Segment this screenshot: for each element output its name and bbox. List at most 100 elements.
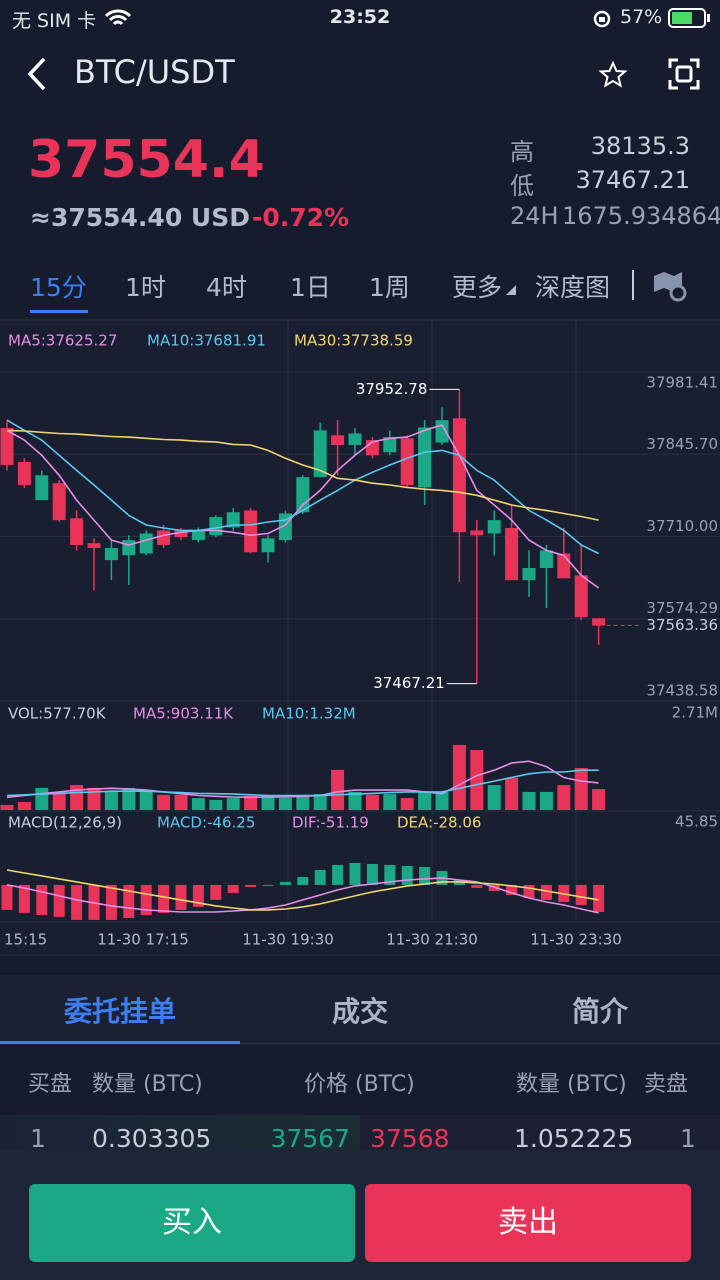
price-change: -0.72%: [252, 203, 350, 232]
kline-chart: 37981.41 37845.70 37710.00 37574.29 37438.58…: [0, 318, 720, 956]
volume-bar: [383, 794, 397, 810]
low-annotation: 37467.21: [373, 674, 445, 692]
settings-icon[interactable]: [652, 268, 688, 302]
y-tick-label: 37981.41: [646, 374, 718, 392]
ask-qty-header: 数量 (BTC): [516, 1072, 627, 1097]
time-label: 11-30 17:15: [97, 931, 189, 949]
scan-button[interactable]: [668, 58, 700, 90]
buy-button[interactable]: 买入: [29, 1184, 355, 1262]
intro-tab[interactable]: 简介: [571, 995, 628, 1028]
dea-line: [6, 869, 599, 911]
ma-line: [6, 429, 599, 521]
macd-legend: MACD:-46.25: [157, 814, 255, 832]
macd-bar: [523, 884, 535, 898]
macd-bar: [540, 884, 552, 900]
volume-bar: [365, 794, 379, 810]
trades-tab[interactable]: 成交: [331, 995, 388, 1028]
volume-value: 1675.934864: [562, 202, 720, 230]
volume-bar: [331, 769, 345, 810]
ask-header: 卖盘: [644, 1072, 689, 1097]
candle-body: [452, 418, 466, 533]
y-tick-label: 37438.58: [646, 682, 718, 700]
carrier: 无 SIM 卡: [12, 10, 97, 32]
macd-bar: [175, 884, 187, 910]
current-price-label: 37563.36: [646, 616, 718, 634]
candle-body: [0, 428, 14, 465]
macd-legend: DIF:-51.19: [292, 814, 369, 832]
depth-tab[interactable]: 深度图: [535, 273, 611, 302]
volume-bar: [70, 785, 84, 810]
orders-tab[interactable]: 委托挂单: [63, 995, 176, 1028]
sell-button[interactable]: 卖出: [365, 1184, 691, 1262]
period-tab[interactable]: 1时: [125, 273, 166, 302]
macd-legend: DEA:-28.06: [397, 814, 481, 832]
macd-bar: [488, 884, 500, 891]
macd-bar: [105, 884, 117, 920]
volume-bar: [418, 791, 432, 810]
candle-body: [574, 575, 588, 618]
candle-body: [226, 512, 240, 528]
bid-header: 买盘: [28, 1072, 73, 1097]
favorite-button[interactable]: [598, 60, 628, 90]
low-label: 低: [510, 172, 534, 200]
volume-bar: [35, 787, 49, 810]
macd-bar: [349, 862, 361, 885]
candle-body: [35, 475, 49, 501]
period-tab[interactable]: 15分: [30, 273, 87, 302]
bid-qty: 0.303305: [92, 1124, 212, 1153]
macd-bar: [158, 884, 170, 913]
volume-bar: [539, 791, 553, 810]
wifi-icon: [104, 9, 132, 26]
period-tab[interactable]: 1日: [290, 273, 331, 302]
candle-body: [470, 530, 484, 536]
macd-bar: [71, 884, 83, 920]
macd-bar: [18, 884, 30, 913]
volume-bar: [139, 791, 153, 810]
macd-bar: [471, 884, 483, 888]
tab-indicator: [0, 1041, 240, 1044]
time-label: 11-30 21:30: [386, 931, 478, 949]
macd-bar: [366, 863, 378, 885]
back-button[interactable]: [24, 56, 50, 92]
chart-background: [0, 318, 720, 956]
bid-qty-header: 数量 (BTC): [92, 1072, 203, 1097]
candle-body: [52, 483, 66, 521]
more-tab[interactable]: 更多: [452, 273, 503, 302]
dropdown-icon: [506, 285, 516, 295]
volume-bar: [452, 744, 466, 810]
price-header: 价格 (BTC): [304, 1072, 415, 1097]
candle-body: [70, 518, 84, 545]
volume-bar: [348, 791, 362, 810]
candle-body: [261, 538, 275, 553]
macd-bar: [297, 876, 309, 885]
macd-bar: [314, 869, 326, 885]
battery-level: 57%: [620, 6, 663, 28]
volume-bar: [522, 791, 536, 810]
macd-bar: [53, 884, 65, 917]
y-tick-label: 37574.29: [646, 599, 718, 617]
period-tab[interactable]: 1周: [369, 273, 410, 302]
ma-legend: MA30:37738.59: [294, 332, 413, 350]
macd-legend: MACD(12,26,9): [8, 814, 122, 832]
period-tab[interactable]: 4时: [206, 273, 247, 302]
volume-bar: [226, 798, 240, 810]
volume-label: 24H: [510, 202, 559, 230]
candle-body: [87, 543, 101, 549]
macd-bar: [332, 864, 344, 885]
candle-body: [348, 433, 362, 445]
macd-tick-label: 45.85: [675, 813, 718, 831]
ask-level: 1: [680, 1124, 696, 1153]
macd-bar: [506, 884, 518, 895]
candle-body: [539, 550, 553, 569]
macd-bar: [262, 884, 274, 886]
divider: [240, 1043, 720, 1044]
candle-body: [522, 568, 536, 581]
ma-legend: MA5:37625.27: [8, 332, 117, 350]
macd-bar: [401, 866, 413, 885]
volume-bar: [261, 795, 275, 810]
volume-bar: [157, 794, 171, 810]
candle-body: [122, 540, 136, 556]
low-value: 37467.21: [575, 166, 690, 194]
macd-bar: [245, 884, 257, 888]
